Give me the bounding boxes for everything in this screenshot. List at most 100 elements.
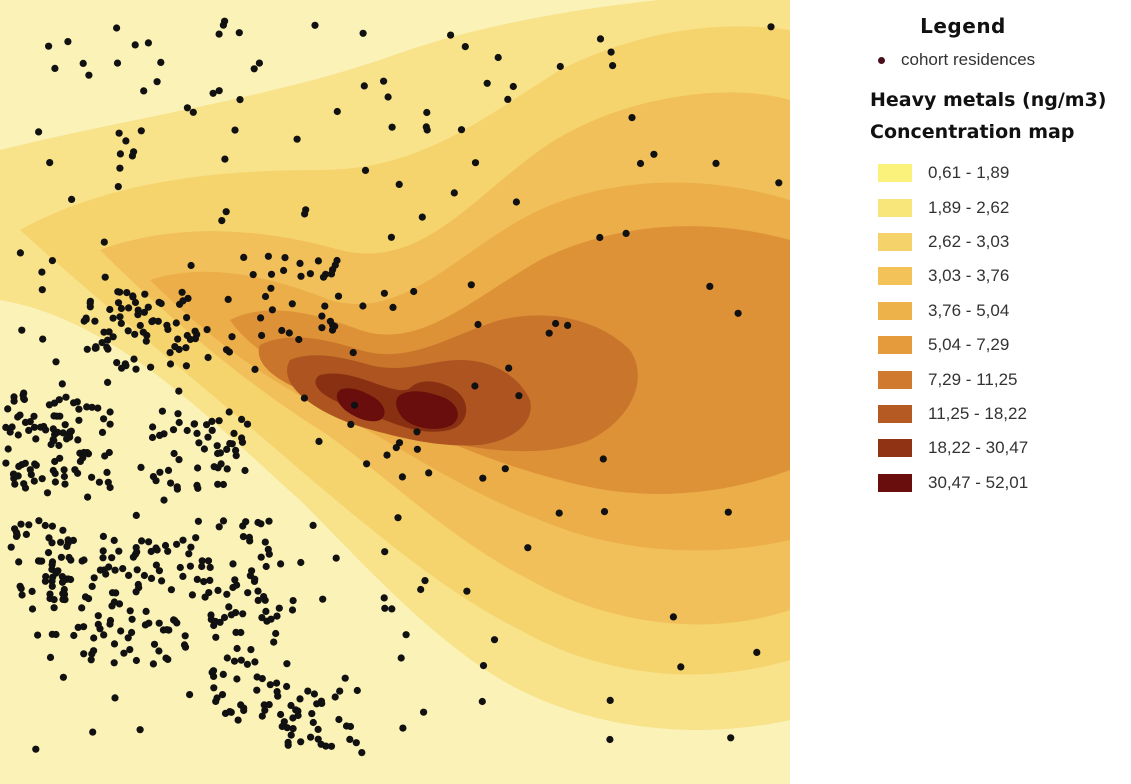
residence-point: [402, 631, 410, 639]
cohort-residence-points: [2, 17, 783, 757]
legend-class-label-1: 0,61 - 1,89: [928, 163, 1010, 183]
residence-point: [194, 484, 202, 492]
residence-point: [128, 615, 136, 623]
residence-point: [57, 538, 65, 546]
residence-point: [309, 521, 317, 530]
residence-point: [222, 346, 231, 354]
residence-point: [241, 466, 249, 475]
residence-point: [173, 485, 181, 493]
residence-point: [204, 557, 213, 565]
residence-point: [327, 270, 336, 278]
residence-point: [167, 479, 175, 487]
residence-point: [334, 292, 343, 300]
residence-point: [301, 210, 309, 218]
residence-point: [108, 602, 116, 610]
residence-point: [218, 691, 227, 699]
legend-swatch-2: [878, 198, 912, 217]
residence-point: [187, 543, 195, 551]
residence-point: [61, 421, 69, 429]
residence-point: [66, 433, 74, 441]
residence-point: [706, 282, 714, 290]
residence-point: [149, 423, 157, 431]
residence-point: [283, 660, 291, 668]
residence-point: [471, 382, 479, 390]
residence-point: [524, 544, 532, 552]
residence-point: [109, 333, 117, 341]
residence-point: [267, 615, 275, 623]
residence-point: [175, 387, 183, 395]
residence-point: [163, 626, 171, 634]
residence-point: [265, 517, 273, 525]
residence-point: [48, 522, 57, 530]
residence-point: [116, 164, 124, 172]
residence-point: [89, 728, 97, 736]
residence-point: [137, 463, 145, 471]
legend-swatch-4: [878, 267, 912, 286]
residence-point: [74, 436, 82, 444]
residence-point: [94, 612, 102, 620]
residence-point: [359, 29, 367, 37]
residence-point: [182, 362, 190, 370]
residence-point: [64, 38, 72, 46]
residence-point: [108, 554, 116, 562]
residence-point: [117, 304, 125, 313]
residence-point: [174, 410, 182, 418]
residence-point: [220, 613, 229, 622]
residence-point: [157, 58, 165, 66]
residence-point: [91, 317, 99, 325]
residence-point: [34, 631, 42, 639]
residence-point: [258, 331, 266, 340]
residence-point: [164, 466, 173, 474]
residence-point: [231, 126, 239, 134]
legend-points-label: cohort residences: [901, 50, 1036, 69]
residence-point: [78, 604, 86, 612]
residence-point: [70, 631, 78, 640]
residence-point: [147, 547, 155, 556]
residence-point: [106, 483, 114, 492]
residence-point: [417, 585, 425, 594]
residence-point: [319, 273, 328, 281]
residence-point: [179, 297, 187, 305]
residence-point: [200, 445, 208, 453]
residence-point: [767, 23, 775, 31]
residence-point: [79, 59, 87, 67]
residence-point: [80, 650, 88, 658]
residence-point: [724, 508, 732, 516]
residence-point: [228, 440, 236, 448]
residence-point: [136, 726, 144, 734]
residence-point: [175, 345, 183, 354]
residence-point: [117, 627, 125, 635]
residence-point: [170, 616, 178, 624]
residence-point: [219, 517, 228, 525]
residence-point: [596, 233, 604, 242]
residence-point: [85, 595, 93, 603]
residence-point: [122, 137, 130, 145]
legend-class-label-7: 7,29 - 11,25: [928, 369, 1018, 389]
residence-point: [494, 53, 502, 62]
residence-point: [142, 337, 150, 345]
residence-point: [238, 434, 246, 442]
residence-point: [46, 590, 54, 598]
residence-point: [225, 603, 233, 611]
residence-point: [228, 333, 236, 341]
residence-point: [174, 335, 182, 343]
residence-point: [288, 606, 297, 614]
residence-point: [606, 735, 614, 744]
residence-point: [147, 363, 155, 371]
residence-point: [132, 544, 140, 552]
legend-swatch-6: [878, 336, 912, 355]
residence-point: [254, 596, 262, 605]
legend-class-label-9: 18,22 - 30,47: [928, 438, 1029, 458]
legend-swatch-9: [878, 439, 912, 458]
residence-point: [346, 722, 355, 731]
residence-point: [190, 420, 198, 428]
residence-point: [287, 731, 295, 739]
residence-point: [59, 429, 67, 437]
residence-point: [515, 392, 523, 400]
residence-point: [181, 632, 189, 640]
residence-point: [84, 493, 92, 501]
residence-point: [186, 691, 194, 699]
residence-point: [775, 179, 783, 187]
legend-class-label-10: 30,47 - 52,01: [928, 472, 1029, 492]
residence-point: [206, 576, 214, 585]
